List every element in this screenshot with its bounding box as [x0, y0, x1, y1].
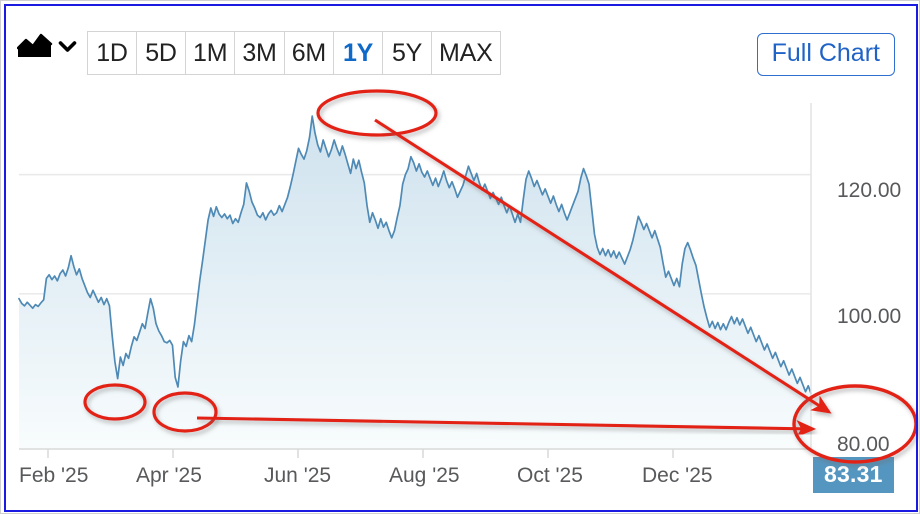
range-button-max[interactable]: MAX	[432, 32, 500, 74]
chart-toolbar: 1D 5D 1M 3M 6M 1Y 5Y MAX Full Chart	[1, 1, 919, 93]
range-button-1d[interactable]: 1D	[88, 32, 137, 74]
x-axis-label-aug: Aug '25	[389, 464, 460, 487]
x-axis-label-dec: Dec '25	[642, 464, 713, 487]
chart-type-selector[interactable]	[17, 33, 77, 59]
x-axis-label-feb: Feb '25	[19, 464, 89, 487]
range-button-3m[interactable]: 3M	[235, 32, 285, 74]
x-axis-label-apr: Apr '25	[136, 464, 202, 487]
range-button-1m[interactable]: 1M	[186, 32, 236, 74]
y-axis-label-120: 120.00	[837, 179, 902, 202]
range-button-6m[interactable]: 6M	[284, 32, 335, 74]
y-axis-label-100: 100.00	[837, 305, 902, 328]
current-price-badge: 83.31	[813, 457, 894, 494]
x-axis-label-oct: Oct '25	[517, 464, 583, 487]
range-button-5d[interactable]: 5D	[137, 32, 186, 74]
x-axis	[19, 448, 811, 458]
chevron-down-icon[interactable]	[58, 39, 77, 53]
range-button-5y[interactable]: 5Y	[383, 32, 433, 74]
area-chart-icon	[17, 33, 53, 59]
time-range-button-group: 1D 5D 1M 3M 6M 1Y 5Y MAX	[87, 31, 501, 75]
y-axis-label-80: 80.00	[837, 433, 890, 456]
price-area-chart	[18, 103, 812, 458]
x-axis-label-jun: Jun '25	[264, 464, 332, 487]
full-chart-button[interactable]: Full Chart	[756, 33, 895, 76]
range-button-1y[interactable]: 1Y	[334, 32, 384, 74]
chart-plot-area[interactable]: 120.00 100.00 80.00 Feb '25 Apr '25 Jun …	[1, 81, 919, 513]
